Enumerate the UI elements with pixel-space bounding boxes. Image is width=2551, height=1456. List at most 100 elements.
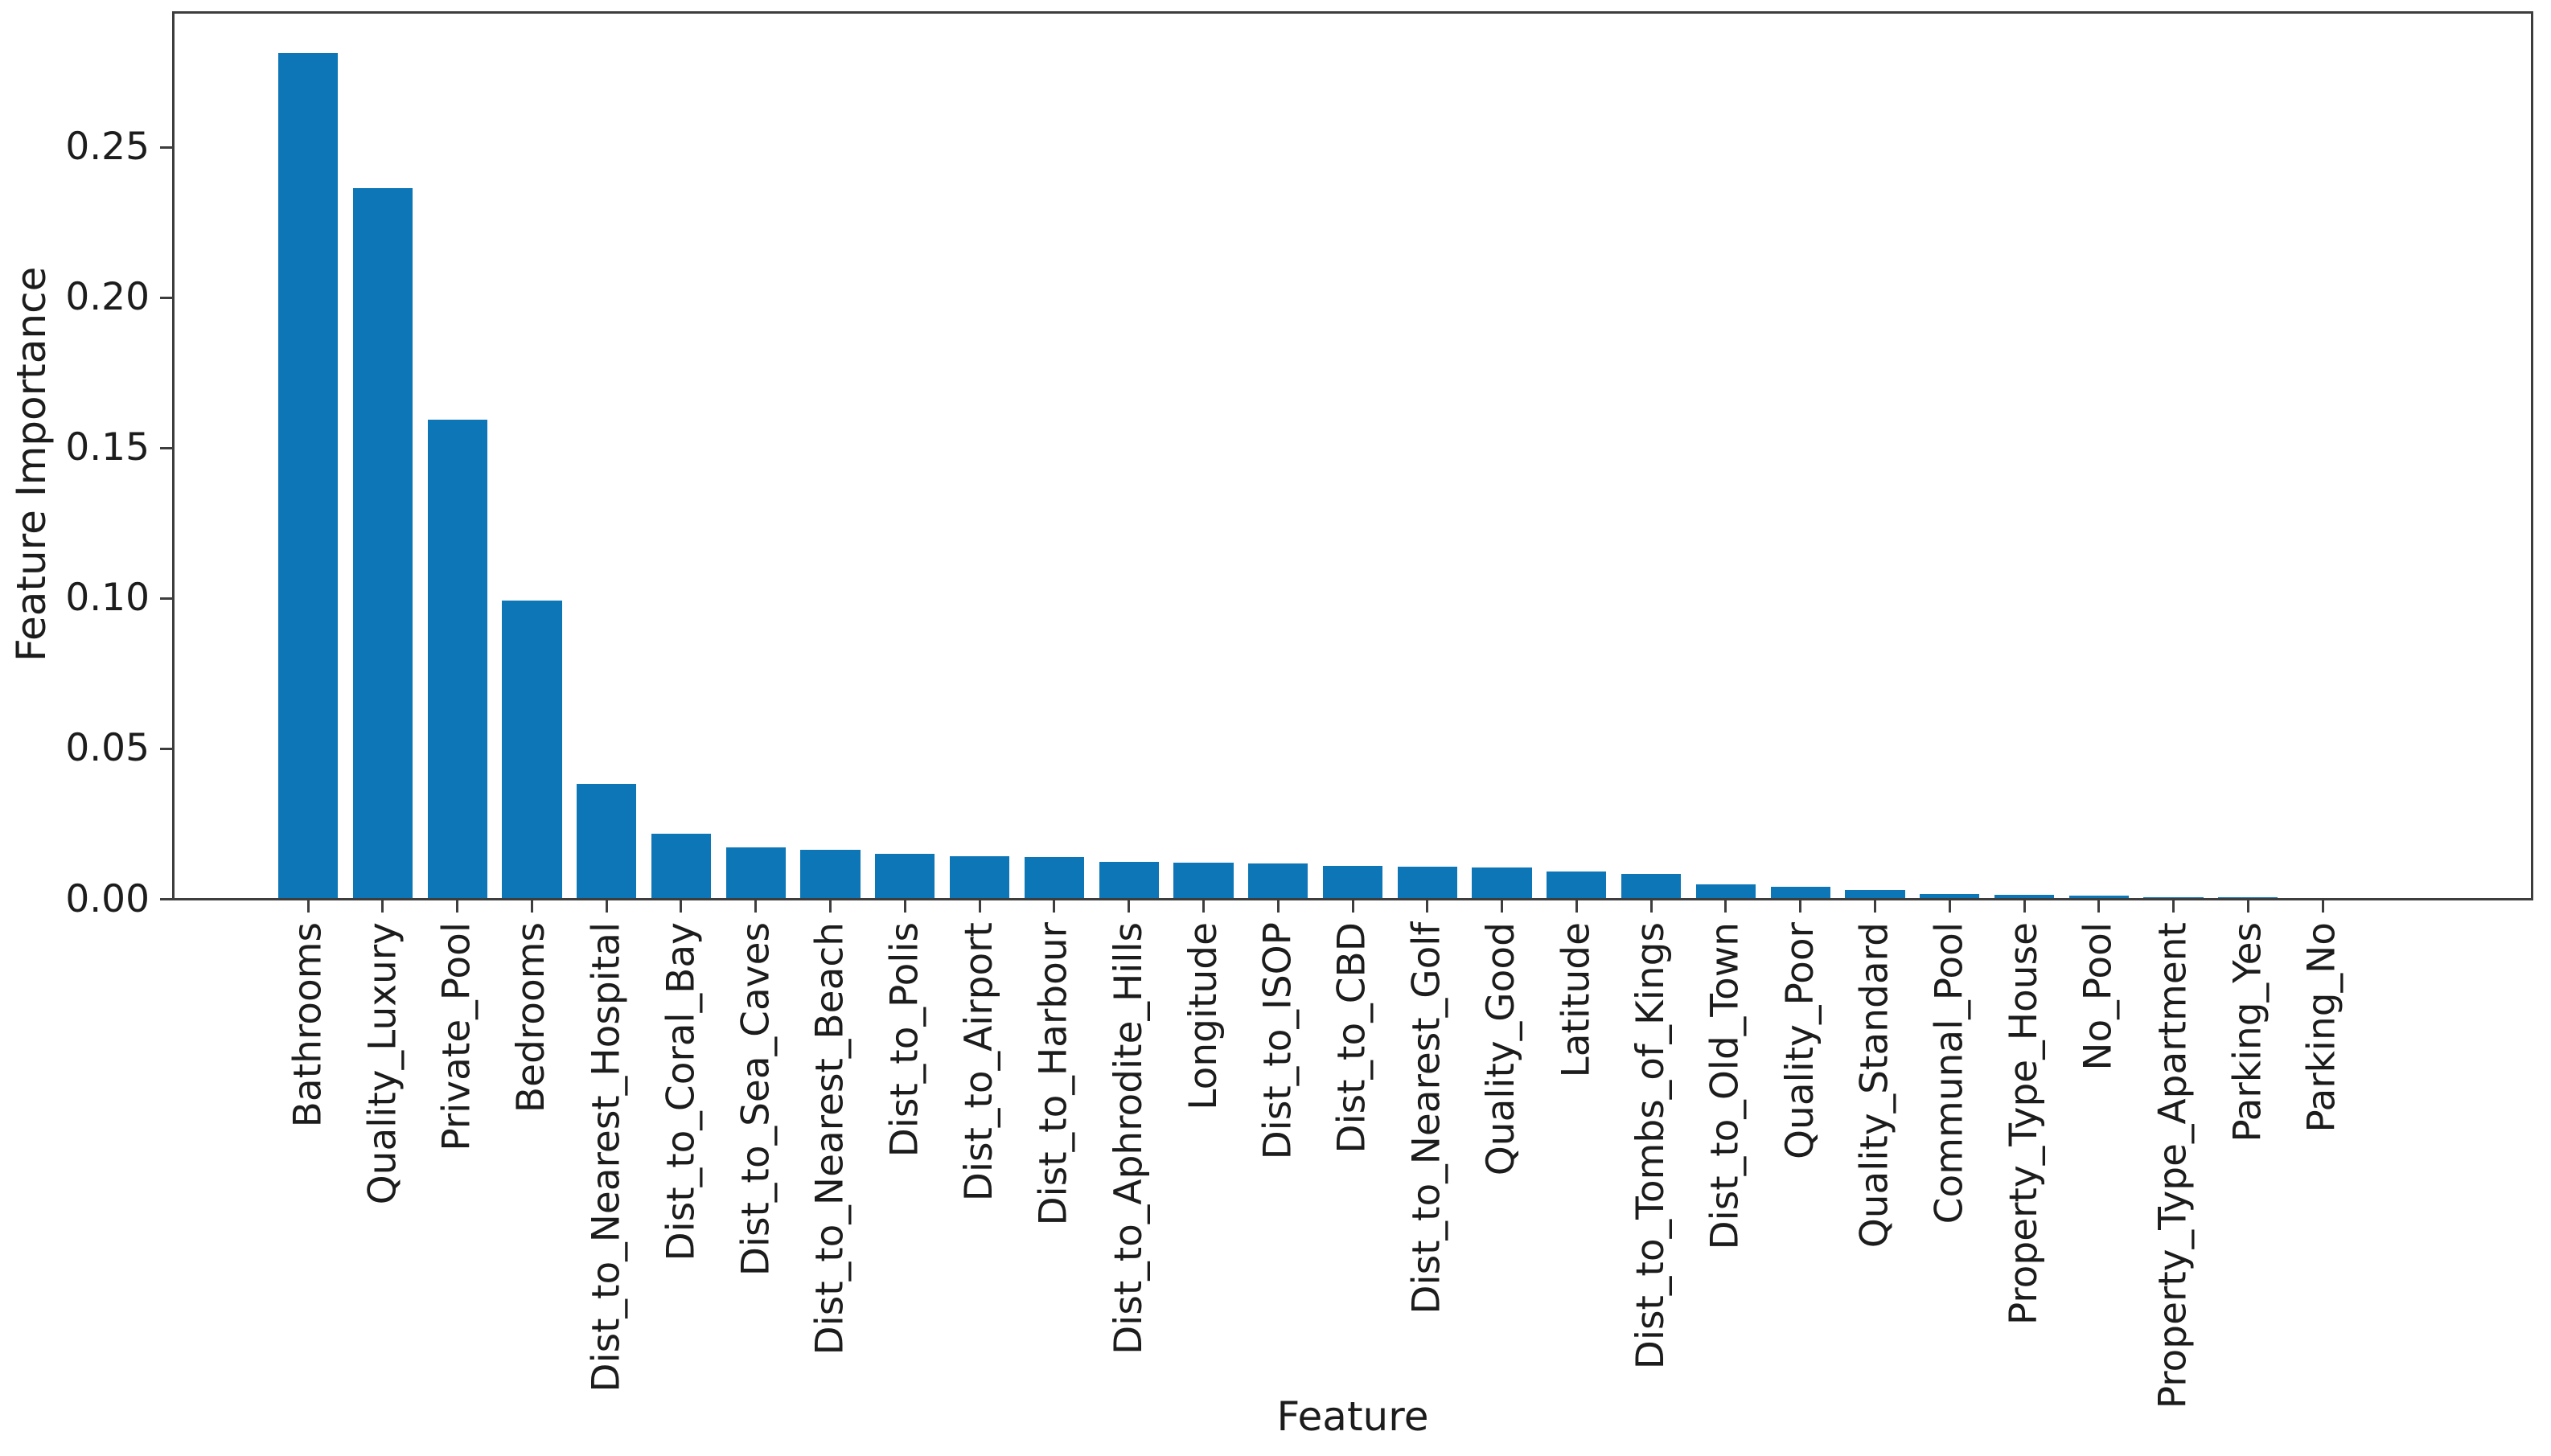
bar-Latitude bbox=[1547, 872, 1607, 898]
x-tick-mark bbox=[680, 900, 683, 913]
x-tick-mark bbox=[530, 900, 533, 913]
x-tick-mark bbox=[306, 900, 310, 913]
x-tick-label: Dist_to_Coral_Bay bbox=[658, 922, 703, 1261]
x-tick-mark bbox=[1276, 900, 1280, 913]
x-tick-label: Private_Pool bbox=[434, 922, 479, 1151]
y-tick-mark bbox=[160, 446, 172, 449]
y-axis-title: Feature Importance bbox=[8, 266, 55, 662]
x-tick-label: Dist_to_Nearest_Hospital bbox=[584, 922, 629, 1392]
bar-Property_Type_Apartment bbox=[2143, 896, 2204, 898]
bar-Communal_Pool bbox=[1920, 894, 1980, 898]
x-tick-mark bbox=[2172, 900, 2175, 913]
x-tick-mark bbox=[1053, 900, 1056, 913]
bar-Dist_to_Sea_Caves bbox=[725, 847, 786, 898]
x-tick-mark bbox=[605, 900, 608, 913]
x-tick-label: Property_Type_House bbox=[2002, 922, 2047, 1326]
y-tick-label: 0.25 bbox=[65, 125, 150, 170]
x-tick-mark bbox=[903, 900, 906, 913]
x-tick-label: Latitude bbox=[1554, 922, 1599, 1078]
x-tick-label: Parking_No bbox=[2300, 922, 2345, 1133]
bar-Dist_to_Nearest_Beach bbox=[800, 850, 861, 898]
x-tick-mark bbox=[2321, 900, 2324, 913]
x-tick-label: Longitude bbox=[1181, 922, 1226, 1110]
x-tick-mark bbox=[1948, 900, 1951, 913]
y-tick-mark bbox=[160, 597, 172, 600]
x-tick-label: Bedrooms bbox=[509, 922, 554, 1114]
bar-Dist_to_Polis bbox=[875, 854, 935, 898]
x-tick-label: Quality_Poor bbox=[1777, 922, 1822, 1159]
bar-Private_Pool bbox=[427, 420, 487, 898]
x-tick-mark bbox=[456, 900, 459, 913]
bar-Quality_Poor bbox=[1770, 887, 1830, 898]
bars-layer bbox=[175, 14, 2531, 898]
bar-Quality_Luxury bbox=[352, 188, 413, 898]
x-tick-label: Quality_Good bbox=[1479, 922, 1524, 1176]
x-tick-mark bbox=[754, 900, 758, 913]
x-tick-label: Dist_to_Airport bbox=[957, 922, 1002, 1202]
bar-Dist_to_ISOP bbox=[1248, 863, 1308, 898]
x-tick-mark bbox=[1649, 900, 1653, 913]
x-tick-label: Bathrooms bbox=[285, 922, 331, 1128]
y-tick-label: 0.15 bbox=[65, 425, 150, 470]
bar-Dist_to_Nearest_Golf bbox=[1397, 867, 1457, 898]
x-tick-mark bbox=[381, 900, 384, 913]
x-tick-mark bbox=[1873, 900, 1876, 913]
x-tick-mark bbox=[978, 900, 981, 913]
x-tick-mark bbox=[1724, 900, 1727, 913]
x-tick-label: Dist_to_Harbour bbox=[1031, 922, 1076, 1226]
y-tick-mark bbox=[160, 747, 172, 750]
x-tick-label: Quality_Luxury bbox=[359, 922, 405, 1205]
x-tick-label: Dist_to_Tombs_of_Kings bbox=[1629, 922, 1674, 1370]
x-tick-mark bbox=[1799, 900, 1802, 913]
bar-Longitude bbox=[1173, 862, 1234, 898]
x-tick-label: Property_Type_Apartment bbox=[2150, 922, 2196, 1409]
bar-Dist_to_CBD bbox=[1322, 866, 1383, 898]
x-tick-mark bbox=[2023, 900, 2026, 913]
x-tick-mark bbox=[2246, 900, 2249, 913]
bar-Bathrooms bbox=[277, 53, 339, 898]
bar-Parking_Yes bbox=[2218, 897, 2278, 898]
bar-Quality_Standard bbox=[1845, 889, 1905, 898]
bar-Quality_Good bbox=[1472, 867, 1532, 898]
bar-Dist_to_Aphrodite_Hills bbox=[1099, 862, 1159, 898]
bar-Dist_to_Nearest_Hospital bbox=[577, 783, 637, 898]
x-tick-mark bbox=[829, 900, 832, 913]
x-tick-mark bbox=[2097, 900, 2101, 913]
bar-Dist_to_Airport bbox=[949, 856, 1010, 898]
x-tick-label: Communal_Pool bbox=[1927, 922, 1972, 1224]
x-tick-label: Dist_to_ISOP bbox=[1255, 922, 1300, 1160]
y-tick-label: 0.10 bbox=[65, 576, 150, 621]
x-tick-label: Dist_to_Aphrodite_Hills bbox=[1106, 922, 1151, 1355]
x-tick-mark bbox=[1351, 900, 1354, 913]
bar-Dist_to_Old_Town bbox=[1695, 884, 1756, 898]
bar-Dist_to_Tombs_of_Kings bbox=[1621, 874, 1682, 898]
x-tick-label: Dist_to_Nearest_Golf bbox=[1404, 922, 1449, 1315]
y-tick-label: 0.00 bbox=[65, 876, 150, 921]
y-tick-label: 0.20 bbox=[65, 275, 150, 320]
bar-Property_Type_House bbox=[1994, 895, 2055, 898]
x-tick-mark bbox=[1575, 900, 1578, 913]
x-tick-mark bbox=[1202, 900, 1205, 913]
y-tick-mark bbox=[160, 296, 172, 299]
x-tick-mark bbox=[1426, 900, 1429, 913]
y-tick-label: 0.05 bbox=[65, 726, 150, 771]
y-tick-mark bbox=[160, 146, 172, 149]
x-tick-label: Quality_Standard bbox=[1852, 922, 1897, 1249]
x-tick-label: Dist_to_CBD bbox=[1330, 922, 1374, 1154]
bar-Bedrooms bbox=[502, 600, 562, 898]
x-tick-label: No_Pool bbox=[2076, 922, 2121, 1071]
plot-area bbox=[172, 11, 2533, 900]
x-tick-label: Dist_to_Nearest_Beach bbox=[807, 922, 852, 1356]
x-tick-label: Parking_Yes bbox=[2225, 922, 2270, 1142]
x-tick-mark bbox=[1128, 900, 1131, 913]
x-tick-mark bbox=[1501, 900, 1504, 913]
x-tick-label: Dist_to_Sea_Caves bbox=[733, 922, 778, 1277]
bar-Dist_to_Harbour bbox=[1024, 856, 1084, 898]
y-tick-mark bbox=[160, 898, 172, 900]
x-tick-label: Dist_to_Old_Town bbox=[1703, 922, 1748, 1250]
x-tick-label: Dist_to_Polis bbox=[882, 922, 927, 1158]
bar-Dist_to_Coral_Bay bbox=[651, 833, 712, 898]
bar-No_Pool bbox=[2068, 896, 2129, 898]
x-axis-title: Feature bbox=[1276, 1393, 1429, 1440]
